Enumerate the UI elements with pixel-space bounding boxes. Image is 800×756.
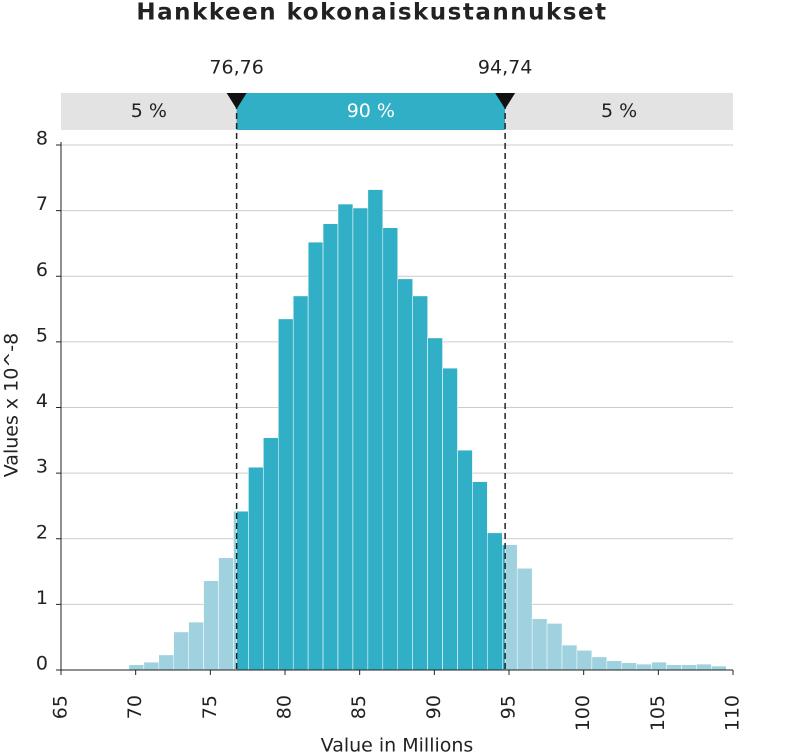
x-tick-label: 100: [572, 695, 594, 731]
bar: [531, 618, 548, 671]
bar: [666, 664, 682, 671]
bar-inside: [367, 189, 384, 671]
x-tick-label: 85: [348, 695, 370, 719]
y-axis-label: Values x 10^-8: [1, 333, 23, 477]
band-label: 90 %: [347, 100, 395, 122]
bar-inside: [307, 241, 324, 671]
bar: [188, 621, 204, 671]
bar-inside: [427, 337, 443, 671]
bar: [561, 644, 578, 671]
bar-inside: [263, 437, 279, 671]
x-tick-label: 105: [647, 695, 669, 731]
bar-inside: [472, 481, 488, 671]
bar-inside: [457, 449, 473, 671]
x-tick-label: 95: [498, 695, 520, 719]
bar: [516, 568, 533, 671]
bar: [546, 623, 563, 671]
x-tick-label: 80: [274, 695, 296, 719]
y-tick-label: 1: [36, 587, 48, 609]
bar-inside: [487, 532, 503, 671]
bar: [651, 661, 667, 671]
bar-inside: [322, 223, 339, 671]
bar-inside: [236, 510, 249, 671]
bar-inside: [412, 295, 428, 671]
band-middle: [236, 93, 506, 130]
bar: [218, 557, 234, 671]
bar-inside: [397, 278, 413, 671]
x-axis-label: Value in Millions: [321, 735, 474, 756]
bar-inside: [278, 318, 294, 671]
y-tick-label: 4: [36, 390, 48, 412]
band-right: [505, 93, 733, 130]
y-tick-label: 5: [36, 324, 48, 346]
bar-inside: [248, 466, 264, 671]
x-tick-label: 75: [199, 695, 221, 719]
band-left: [61, 93, 237, 130]
y-tick-label: 3: [36, 456, 48, 478]
bar: [606, 660, 622, 671]
bar: [681, 664, 697, 671]
marker-label: 76,76: [209, 57, 263, 79]
bar: [203, 580, 219, 671]
bar-inside: [352, 207, 369, 671]
bar: [636, 663, 652, 671]
bar: [158, 654, 174, 671]
bar: [173, 631, 189, 671]
bar-inside: [442, 367, 458, 671]
x-tick-label: 70: [124, 695, 146, 719]
marker-triangle: [495, 93, 516, 109]
bar: [576, 650, 593, 671]
y-tick-label: 7: [36, 193, 48, 215]
bar: [711, 665, 727, 671]
bar-inside: [292, 295, 309, 671]
bar: [143, 661, 160, 671]
x-tick-label: 110: [722, 695, 744, 731]
bar-inside: [337, 203, 354, 671]
band-label: 5 %: [131, 100, 167, 122]
bar: [696, 663, 712, 671]
x-tick-label: 65: [50, 695, 72, 719]
y-tick-label: 6: [36, 259, 48, 281]
x-tick-label: 90: [423, 695, 445, 719]
marker-label: 94,74: [478, 57, 532, 79]
bar: [128, 664, 145, 671]
bar: [621, 662, 637, 671]
band-label: 5 %: [601, 100, 637, 122]
y-tick-label: 2: [36, 521, 48, 543]
bar-inside: [382, 227, 398, 671]
bar: [591, 656, 608, 671]
y-tick-label: 8: [36, 128, 48, 150]
y-tick-label: 0: [36, 653, 48, 675]
chart-title: Hankkeen kokonaiskustannukset: [136, 0, 607, 26]
marker-triangle: [226, 93, 247, 109]
